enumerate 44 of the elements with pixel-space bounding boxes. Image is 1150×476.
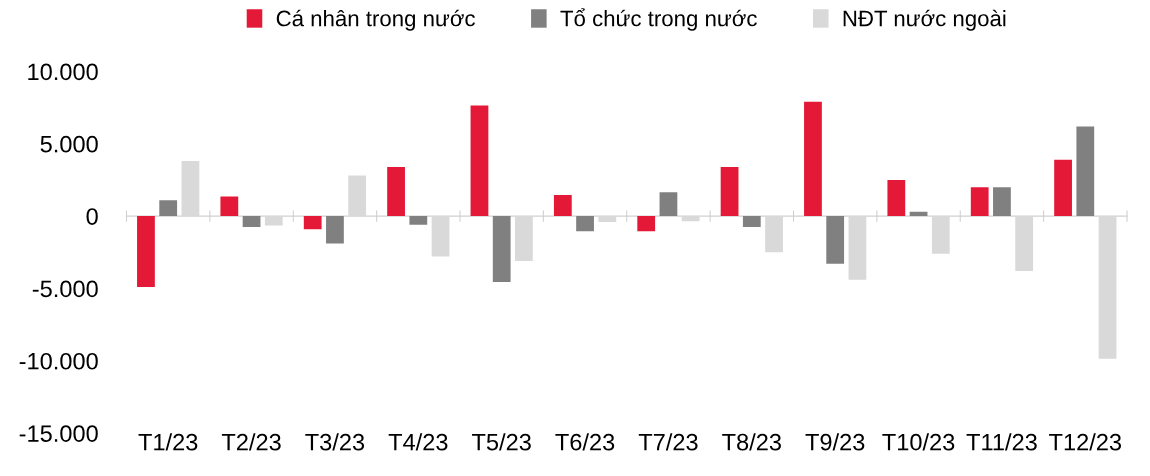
bar [804,101,822,217]
bar [387,166,405,217]
bar [993,187,1011,217]
bar [159,200,178,217]
legend-label: NĐT nước ngoài [843,9,1006,31]
legend-label: Tổ chức trong nước [560,8,757,31]
x-tick-label: T8/23 [722,433,781,451]
x-tick-label: T2/23 [221,433,281,451]
bar [826,216,845,264]
x-tick-label: T7/23 [638,433,698,451]
bar [659,192,678,217]
bar [242,216,261,227]
bar [720,166,739,217]
bar [409,216,428,225]
y-tick-label: -10.000 [19,352,98,370]
bar [576,216,594,232]
y-tick-label: -5.000 [32,280,98,298]
legend-label: Cá nhân trong nước [276,9,475,31]
bar [742,216,761,227]
y-tick-label: 5.000 [40,135,98,153]
bar [137,216,155,288]
bar [326,216,344,244]
bar [970,187,989,217]
bar [553,195,572,217]
bar [220,196,239,217]
x-tick-label: T11/23 [966,433,1037,451]
y-tick-label: 0 [86,208,98,225]
bar [1054,159,1072,217]
bar [303,216,322,230]
x-tick-label: T3/23 [305,433,365,451]
x-tick-label: T9/23 [805,433,865,451]
y-tick-label: 10.000 [28,63,98,81]
x-tick-label: T5/23 [472,433,531,451]
x-tick-label: T4/23 [388,433,448,451]
x-tick-label: T10/23 [882,433,955,451]
x-tick-label: T6/23 [555,433,615,451]
bar [887,179,906,217]
bar [470,105,489,217]
x-tick-label: T12/23 [1049,433,1122,451]
y-tick-label: -15.000 [19,425,98,442]
bar [492,216,511,282]
x-tick-label: T1/23 [138,433,198,451]
bar [637,216,656,232]
bar [1076,126,1095,217]
